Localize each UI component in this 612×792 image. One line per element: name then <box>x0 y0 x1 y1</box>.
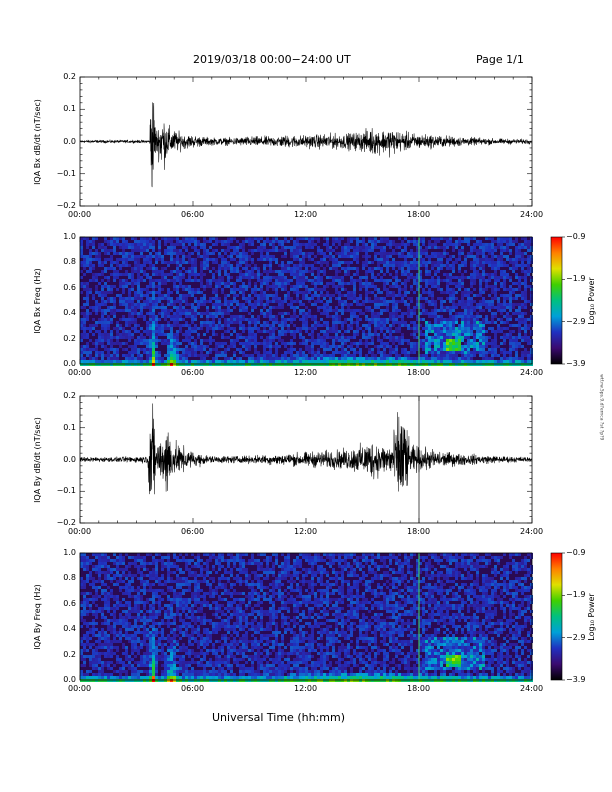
waveform-trace <box>80 102 532 188</box>
x-tick-label: 24:00 <box>520 527 544 536</box>
y-tick-label: −0.1 <box>56 168 76 178</box>
x-tick-label: 06:00 <box>181 684 205 693</box>
colorbar-tick-label: −3.9 <box>566 359 586 368</box>
colorbar <box>550 552 563 681</box>
y-tick-label: 0.2 <box>63 649 76 659</box>
colorbar-tick-label: −1.9 <box>566 590 586 600</box>
colorbar-label: Log₁₀ Power <box>587 592 596 641</box>
panel-frame <box>79 236 533 365</box>
y-tick-label: −0.2 <box>56 518 76 527</box>
colorbar-tick-label: −0.9 <box>566 548 586 557</box>
y-tick-label: −0.1 <box>56 486 76 496</box>
y-tick-label: 0.6 <box>63 282 76 292</box>
x-tick-label: 18:00 <box>407 527 431 536</box>
x-axis-label: Universal Time (hh:mm) <box>212 711 345 724</box>
panel-frame <box>79 76 533 207</box>
x-tick-label: 24:00 <box>520 210 544 219</box>
x-tick-label: 24:00 <box>520 684 544 693</box>
x-tick-label: 12:00 <box>294 368 318 377</box>
x-tick-label: 00:00 <box>68 527 92 536</box>
panel-bx-waveform <box>79 76 533 207</box>
x-tick-label: 12:00 <box>294 684 318 693</box>
x-tick-label: 12:00 <box>294 527 318 536</box>
x-tick-label: 00:00 <box>68 684 92 693</box>
y-tick-label: 0.2 <box>63 333 76 343</box>
colorbar-tick-label: −0.9 <box>566 232 586 241</box>
x-tick-label: 00:00 <box>68 368 92 377</box>
side-note: wtf.rw.5ps.9.d?ernca ?st ?p?9 <box>598 374 604 441</box>
y-tick-label: 0.4 <box>63 308 76 318</box>
x-tick-label: 18:00 <box>407 368 431 377</box>
y-tick-label: 0.8 <box>63 573 76 583</box>
page-number: Page 1/1 <box>476 53 524 66</box>
x-tick-label: 06:00 <box>181 527 205 536</box>
y-tick-label: 0.1 <box>63 422 76 432</box>
x-tick-label: 00:00 <box>68 210 92 219</box>
colorbar-label: Log₁₀ Power <box>587 276 596 325</box>
y-axis-label: IQA By dB/dt (nT/sec) <box>33 416 42 503</box>
y-tick-label: −0.2 <box>56 201 76 210</box>
y-tick-label: 0.0 <box>63 675 76 684</box>
y-tick-label: 0.4 <box>63 624 76 634</box>
x-tick-label: 06:00 <box>181 210 205 219</box>
y-tick-label: 0.1 <box>63 104 76 114</box>
colorbar-tick-label: −2.9 <box>566 632 586 642</box>
y-tick-label: 0.6 <box>63 598 76 608</box>
colorbar-tick-label: −3.9 <box>566 675 586 684</box>
x-tick-label: 24:00 <box>520 368 544 377</box>
x-tick-label: 18:00 <box>407 210 431 219</box>
colorbar-tick-label: −1.9 <box>566 274 586 284</box>
y-tick-label: 0.2 <box>63 391 76 400</box>
colorbar <box>550 236 563 365</box>
y-tick-label: 1.0 <box>63 548 76 557</box>
y-tick-label: 1.0 <box>63 232 76 241</box>
y-tick-label: 0.2 <box>63 72 76 81</box>
y-axis-label: IQA By Freq (Hz) <box>33 583 42 650</box>
colorbar-tick-label: −2.9 <box>566 316 586 326</box>
panel-frame <box>79 552 533 681</box>
spectrogram-cells <box>80 237 533 366</box>
page-title: 2019/03/18 00:00−24:00 UT <box>193 53 351 66</box>
x-tick-label: 12:00 <box>294 210 318 219</box>
x-tick-label: 18:00 <box>407 684 431 693</box>
y-tick-label: 0.0 <box>63 359 76 368</box>
y-axis-label: IQA Bx Freq (Hz) <box>33 267 42 334</box>
x-tick-label: 06:00 <box>181 368 205 377</box>
waveform-trace <box>80 403 532 495</box>
y-tick-label: 0.8 <box>63 257 76 267</box>
spectrogram-cells <box>80 553 533 682</box>
panel-by-spectrogram <box>79 552 565 682</box>
y-tick-label: 0.0 <box>63 136 76 146</box>
y-axis-label: IQA Bx dB/dt (nT/sec) <box>33 98 42 185</box>
panel-frame <box>79 395 533 524</box>
y-tick-label: 0.0 <box>63 454 76 464</box>
panel-by-waveform <box>79 395 533 524</box>
panel-bx-spectrogram <box>79 236 565 366</box>
